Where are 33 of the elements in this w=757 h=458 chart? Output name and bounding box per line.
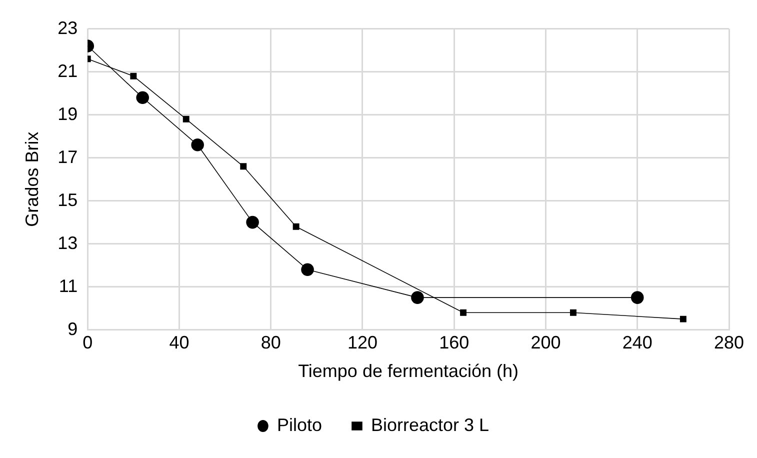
- y-tick-label: 21: [58, 60, 78, 81]
- x-tick-label: 240: [622, 332, 652, 353]
- legend-label: Piloto: [276, 414, 322, 435]
- x-tick-label: 200: [530, 332, 561, 353]
- y-tick-label: 9: [68, 318, 78, 339]
- point: [460, 309, 467, 316]
- point: [680, 316, 686, 322]
- legend-label: Biorreactor 3 L: [370, 414, 490, 435]
- point: [130, 72, 137, 80]
- y-tick-label: 13: [58, 232, 78, 253]
- point: [182, 116, 190, 122]
- y-tick-label: 17: [58, 146, 78, 167]
- point: [246, 216, 259, 229]
- x-tick-label: 280: [714, 332, 744, 353]
- x-tick-label: 80: [260, 332, 281, 353]
- point: [570, 309, 576, 316]
- point: [191, 138, 204, 152]
- point: [630, 291, 644, 304]
- y-axis-title: Grados Brix: [22, 132, 42, 227]
- y-tick-label: 19: [58, 104, 78, 124]
- point: [240, 163, 247, 170]
- x-tick-label: 40: [169, 332, 190, 353]
- point: [411, 291, 424, 304]
- point: [292, 223, 300, 230]
- x-tick-label: 160: [439, 332, 470, 353]
- x-tick-label: 0: [82, 332, 93, 353]
- y-tick-label: 11: [58, 276, 78, 296]
- point: [136, 91, 149, 104]
- x-tick-label: 120: [347, 332, 378, 353]
- y-tick-label: 15: [58, 190, 78, 210]
- x-axis-title: Tiempo de fermentación (h): [298, 361, 519, 382]
- y-tick-label: 23: [58, 18, 78, 38]
- point: [301, 263, 314, 276]
